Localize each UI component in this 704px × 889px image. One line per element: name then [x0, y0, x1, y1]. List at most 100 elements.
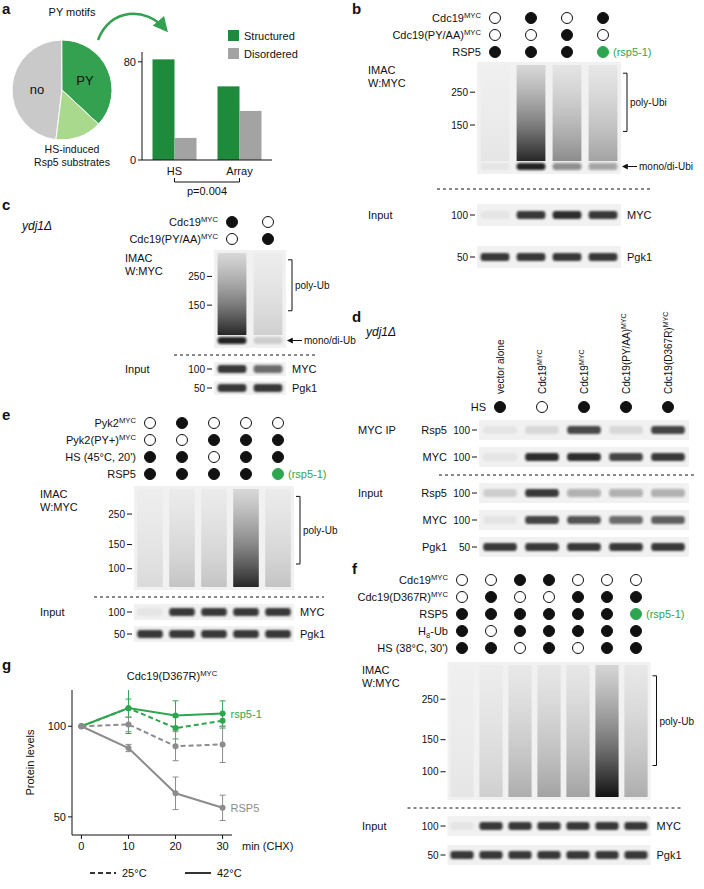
smear [537, 665, 560, 797]
lane-condition [631, 609, 642, 620]
blot-background [134, 626, 294, 642]
band [508, 851, 531, 859]
bar [218, 86, 240, 160]
lane-condition [526, 13, 537, 24]
blot-panel: ydj1ΔCdc19MYCCdc19(PY/AA)MYCIMACW:MYC250… [21, 215, 356, 395]
annotation: p=0.004 [187, 185, 227, 197]
mw-label: 100 [108, 607, 125, 618]
band [553, 211, 582, 219]
mw-label: 100 [453, 425, 470, 436]
mutant-label: (rsp5-1) [646, 608, 685, 620]
lane-condition [515, 626, 526, 637]
blot-background [479, 537, 689, 557]
bracket [288, 260, 292, 311]
section-label: W:MYC [362, 677, 400, 689]
row-label: RSP5 [419, 608, 448, 620]
row-label: Cdc19(D367R)MYC [358, 590, 449, 603]
band [169, 630, 195, 638]
blot-name: Pgk1 [627, 251, 652, 263]
lane-condition [486, 626, 497, 637]
band [254, 365, 283, 373]
lane-condition [486, 643, 497, 654]
y-tick [138, 61, 142, 62]
legend-label: Structured [244, 30, 295, 42]
significance-bracket [175, 178, 240, 182]
lane-condition [486, 592, 497, 603]
x-tick [175, 835, 176, 839]
column-label: Cdc19(D367R)MYC [662, 312, 674, 394]
label-part: H [418, 625, 426, 637]
band [567, 489, 601, 497]
row-label: Pyk2(PY+)MYC [66, 433, 136, 446]
lane-condition [457, 626, 468, 637]
smear [566, 665, 589, 797]
lane-condition [209, 469, 220, 480]
bracket-label: poly-Ub [303, 525, 338, 536]
band [609, 516, 643, 524]
error-bar [173, 732, 179, 761]
band [483, 543, 517, 551]
band [525, 543, 559, 551]
blot-panel: ydj1Δvector aloneCdc19MYCCdc19MYCCdc19(P… [358, 312, 694, 557]
smear [265, 489, 291, 587]
mw-tick [127, 544, 132, 545]
connector-arrow [98, 14, 166, 40]
band [537, 851, 560, 859]
lane-condition [562, 47, 573, 58]
row-label: RSP5 [107, 468, 136, 480]
mw-label: 250 [451, 87, 468, 98]
band [218, 384, 247, 392]
bar [240, 111, 262, 160]
mw-tick [470, 92, 475, 93]
column-label: Cdc19(PY/AA)MYC [620, 313, 632, 394]
lane-condition [209, 435, 220, 446]
blot-name: Pgk1 [422, 541, 447, 553]
mw-tick [207, 276, 212, 277]
section-label: MYC IP [358, 424, 396, 436]
blot-name: MYC [300, 606, 325, 618]
band [589, 253, 618, 261]
label-part: Cdc19 [579, 365, 590, 394]
band [589, 211, 618, 219]
mw-tick [470, 257, 475, 258]
band [483, 516, 517, 524]
blot-background [479, 510, 689, 530]
smear [624, 665, 647, 797]
section-divider [174, 355, 316, 356]
bracket [296, 496, 300, 564]
section-divider [94, 597, 324, 598]
data-point [78, 723, 84, 729]
lane-condition [631, 592, 642, 603]
band [481, 163, 510, 170]
series-line [81, 726, 222, 808]
row-label: Cdc19(PY/AA)MYC [392, 28, 481, 41]
band [201, 608, 227, 616]
band [589, 163, 618, 170]
band [508, 822, 531, 830]
band [595, 851, 618, 859]
y-tick-label: 80 [124, 56, 136, 68]
band [566, 822, 589, 830]
smear [595, 665, 618, 797]
slice-label: no [30, 82, 44, 97]
mw-tick [472, 547, 477, 548]
lane-condition [145, 469, 156, 480]
blot-name: MYC [627, 209, 652, 221]
category-label: HS [167, 165, 182, 177]
band [651, 543, 685, 551]
mw-label: 100 [422, 821, 439, 832]
section-label: IMAC [368, 64, 396, 76]
strain-label: ydj1Δ [365, 325, 396, 339]
legend-label: 25°C [122, 867, 147, 879]
band [265, 630, 291, 638]
label-part: MYC [662, 312, 669, 328]
data-point [125, 721, 131, 727]
blot-panel: Cdc19MYCCdc19(PY/AA)MYCRSP5(rsp5-1)IMACW… [368, 11, 693, 268]
x-tick [222, 835, 223, 839]
error-bar [125, 717, 131, 732]
y-axis-label: Protein levels [24, 729, 36, 796]
x-axis [72, 835, 232, 836]
x-axis [142, 160, 272, 161]
slice-label: PY [76, 73, 94, 88]
mw-tick [441, 826, 446, 827]
